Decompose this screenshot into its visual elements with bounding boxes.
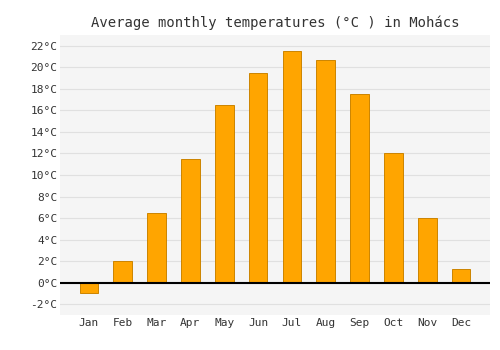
Bar <box>418 218 436 283</box>
Bar <box>316 60 335 283</box>
Bar <box>80 283 98 293</box>
Bar <box>350 94 369 283</box>
Bar <box>282 51 301 283</box>
Bar <box>147 213 166 283</box>
Bar <box>181 159 200 283</box>
Title: Average monthly temperatures (°C ) in Mohács: Average monthly temperatures (°C ) in Mo… <box>91 15 459 30</box>
Bar <box>452 269 470 283</box>
Bar <box>114 261 132 283</box>
Bar <box>249 73 268 283</box>
Bar <box>215 105 234 283</box>
Bar <box>384 153 403 283</box>
